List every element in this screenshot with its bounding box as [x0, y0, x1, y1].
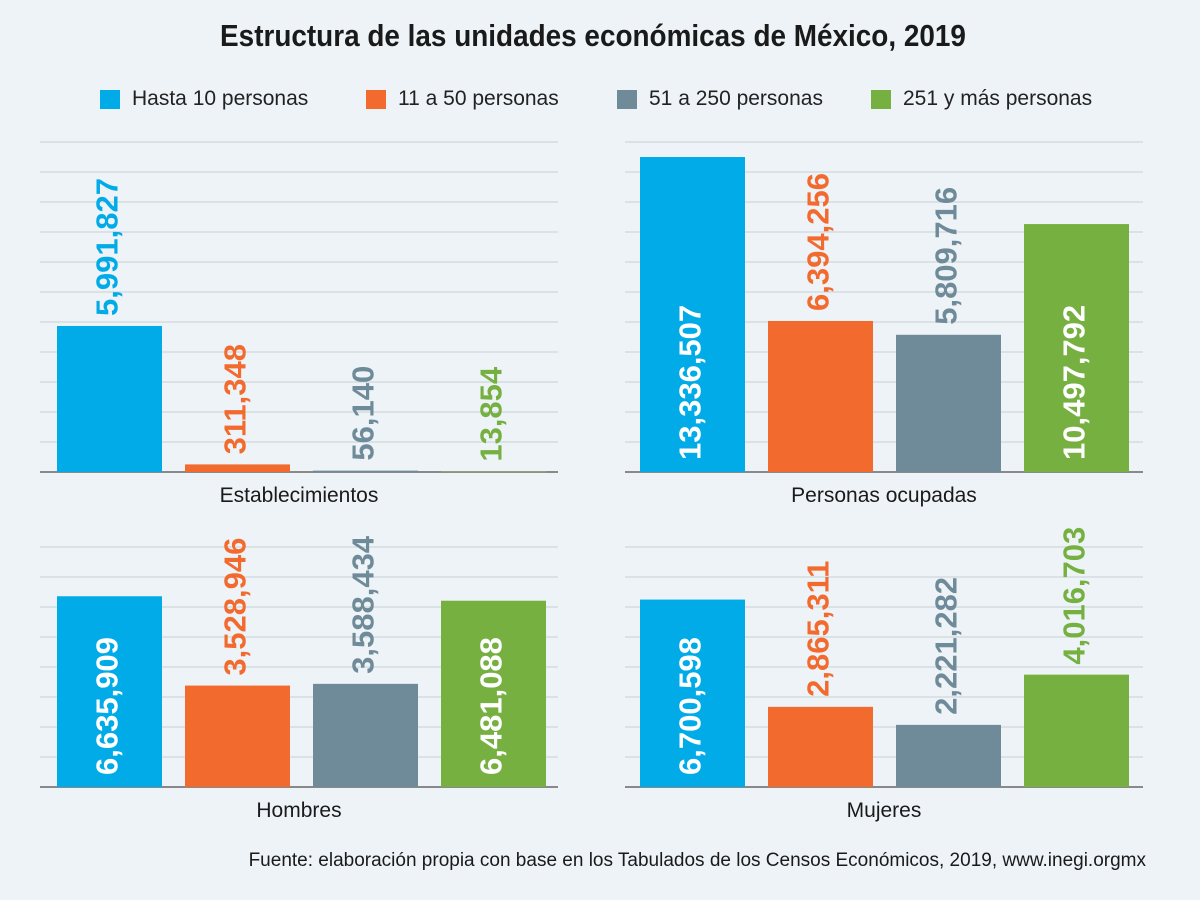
- x-label-hombres: Hombres: [256, 799, 341, 822]
- legend-item-hasta-10: Hasta 10 personas: [100, 84, 308, 114]
- x-label-personas-ocupadas: Personas ocupadas: [791, 484, 977, 507]
- data-label-establecimientos-3: 13,854: [474, 366, 509, 462]
- data-label-establecimientos-1: 311,348: [218, 344, 253, 454]
- bar-mujeres-2: [896, 724, 1001, 787]
- chart-title: Estructura de las unidades económicas de…: [220, 18, 966, 53]
- legend-swatch-11-50: [366, 89, 386, 109]
- data-label-mujeres-3: 4,016,703: [1057, 527, 1092, 665]
- legend-label-51-250: 51 a 250 personas: [649, 87, 823, 110]
- bar-personas-ocupadas-2: [896, 334, 1001, 472]
- data-label-personas-ocupadas-0: 13,336,507: [673, 305, 708, 460]
- legend-label-11-50: 11 a 50 personas: [398, 87, 559, 110]
- data-label-mujeres-0: 6,700,598: [673, 637, 708, 775]
- data-label-hombres-3: 6,481,088: [474, 637, 509, 775]
- data-label-mujeres-2: 2,221,282: [929, 577, 964, 715]
- legend-label-251-mas: 251 y más personas: [903, 87, 1093, 110]
- data-label-personas-ocupadas-2: 5,809,716: [929, 187, 964, 325]
- x-label-establecimientos: Establecimientos: [220, 484, 379, 507]
- data-label-personas-ocupadas-3: 10,497,792: [1057, 305, 1092, 460]
- bar-establecimientos-3: [441, 471, 546, 473]
- legend-swatch-hasta-10: [100, 89, 120, 109]
- data-label-hombres-1: 3,528,946: [218, 538, 253, 676]
- bar-hombres-3: [441, 600, 546, 787]
- legend-item-51-250: 51 a 250 personas: [617, 84, 823, 114]
- legend-label-hasta-10: Hasta 10 personas: [132, 87, 309, 110]
- legend-item-251-mas: 251 y más personas: [871, 84, 1092, 114]
- x-label-mujeres: Mujeres: [847, 799, 922, 822]
- legend-item-11-50: 11 a 50 personas: [366, 84, 559, 114]
- bar-personas-ocupadas-0: [640, 157, 745, 473]
- bar-hombres-2: [313, 683, 418, 787]
- data-label-hombres-2: 3,588,434: [346, 535, 381, 674]
- data-label-hombres-0: 6,635,909: [90, 637, 125, 775]
- bar-hombres-1: [185, 685, 290, 787]
- data-label-mujeres-1: 2,865,311: [801, 561, 836, 697]
- bar-establecimientos-1: [185, 464, 290, 472]
- bar-mujeres-1: [768, 706, 873, 787]
- bar-establecimientos-0: [57, 325, 162, 472]
- bar-personas-ocupadas-3: [1024, 224, 1129, 472]
- bar-establecimientos-2: [313, 470, 418, 472]
- bar-mujeres-3: [1024, 674, 1129, 787]
- bar-mujeres-0: [640, 599, 745, 787]
- bar-personas-ocupadas-1: [768, 320, 873, 472]
- legend: Hasta 10 personas 11 a 50 personas 51 a …: [0, 84, 1200, 116]
- source-note: Fuente: elaboración propia con base en l…: [248, 850, 1146, 871]
- bar-hombres-0: [57, 596, 162, 787]
- legend-swatch-251-mas: [871, 89, 891, 109]
- data-label-personas-ocupadas-1: 6,394,256: [801, 173, 836, 311]
- data-label-establecimientos-2: 56,140: [346, 366, 381, 461]
- data-label-establecimientos-0: 5,991,827: [90, 178, 125, 316]
- legend-swatch-51-250: [617, 89, 637, 109]
